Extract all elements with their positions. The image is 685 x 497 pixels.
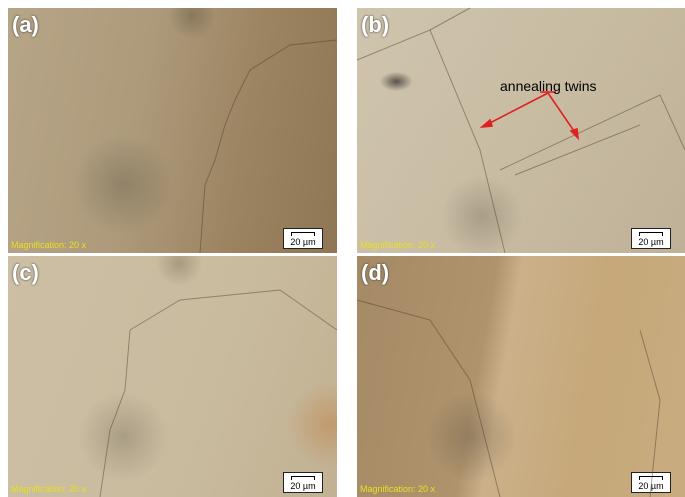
annotation: annealing twins	[500, 78, 597, 94]
figure: (a)Magnification: 20 x20 µm(b)Magnificat…	[0, 0, 685, 497]
grain-boundaries	[0, 0, 685, 497]
